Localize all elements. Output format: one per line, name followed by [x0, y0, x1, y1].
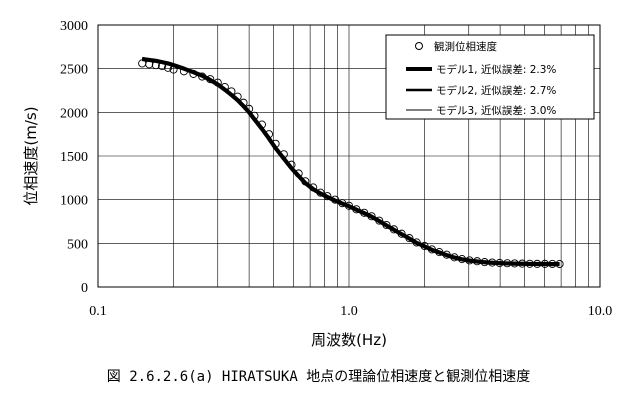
observed-point [245, 104, 254, 113]
legend-label-model1: モデル1, 近似誤差: 2.3% [436, 63, 556, 76]
observed-point [375, 216, 384, 225]
observed-point [338, 199, 347, 208]
observed-point [352, 205, 361, 214]
observed-point [213, 78, 222, 87]
observed-point [264, 130, 274, 139]
observed-point [450, 253, 459, 262]
observed-point [309, 183, 318, 192]
observed-point [382, 220, 391, 230]
plot-frame [97, 24, 601, 288]
observed-point [367, 212, 376, 221]
observed-point [427, 245, 436, 254]
observed-point [239, 98, 248, 107]
legend: 観測位相速度 モデル1, 近似誤差: 2.3% モデル2, 近似誤差: 2.7%… [385, 34, 595, 120]
observed-point [442, 250, 451, 259]
observed-point [294, 169, 303, 178]
observed-point [323, 192, 332, 201]
observed-point [495, 258, 504, 268]
y-tick-label: 3000 [60, 19, 88, 34]
y-tick-label: 1500 [60, 150, 88, 165]
observed-point [189, 69, 198, 78]
x-tick-labels: 0.1 1.0 10.0 [89, 304, 612, 319]
y-tick-label: 2000 [60, 106, 88, 121]
observed-point [555, 259, 564, 269]
observed-point [435, 248, 444, 257]
observed-point [397, 229, 406, 238]
y-tick-label: 2500 [60, 63, 88, 78]
observed-point [533, 259, 542, 268]
y-tick-label: 0 [81, 281, 88, 296]
grid-lines [98, 25, 600, 287]
observed-point [179, 67, 188, 76]
legend-label-model2: モデル2, 近似誤差: 2.7% [436, 84, 556, 97]
legend-marker-observed [415, 42, 423, 50]
observed-point [250, 111, 259, 120]
y-axis-label: 位相速度(m/s) [22, 106, 40, 205]
observed-point [279, 150, 288, 159]
observed-point [206, 75, 215, 84]
observed-point [257, 120, 267, 129]
observed-point [301, 177, 310, 186]
y-tick-labels: 0 500 1000 1500 2000 2500 3000 [60, 19, 88, 296]
observed-point [233, 92, 242, 101]
x-axis-label: 周波数(Hz) [311, 331, 387, 349]
observed-point [145, 60, 154, 69]
phase-velocity-chart: 0 500 1000 1500 2000 2500 3000 0.1 1.0 10.0 周波数(… [22, 19, 612, 349]
observed-point [389, 225, 398, 234]
observed-point [158, 61, 167, 71]
x-tick-label: 1.0 [340, 304, 358, 319]
observed-point [457, 255, 467, 264]
observed-point [220, 82, 229, 92]
observed-point [412, 238, 421, 247]
observed-point [405, 234, 414, 243]
observed-point [151, 61, 160, 70]
observed-point [360, 208, 369, 217]
observed-point [163, 63, 173, 72]
y-tick-label: 500 [67, 237, 88, 252]
observed-point [169, 65, 178, 74]
x-tick-label: 10.0 [588, 304, 613, 319]
observed-point [271, 139, 280, 148]
observed-point [227, 87, 236, 96]
observed-point [420, 241, 429, 251]
observed-point [331, 195, 340, 204]
observed-markers [138, 59, 564, 269]
y-tick-label: 1000 [60, 194, 88, 209]
figure-caption: 図 2.6.2.6(a) HIRATSUKA 地点の理論位相速度と観測位相速度 [106, 369, 531, 385]
legend-label-observed: 観測位相速度 [434, 40, 497, 53]
observed-point [344, 201, 354, 210]
observed-point [287, 160, 296, 169]
observed-point [198, 72, 207, 81]
observed-point [465, 256, 474, 265]
x-tick-label: 0.1 [89, 304, 107, 319]
observed-point [316, 188, 325, 197]
legend-label-model3: モデル3, 近似誤差: 3.0% [436, 104, 556, 117]
